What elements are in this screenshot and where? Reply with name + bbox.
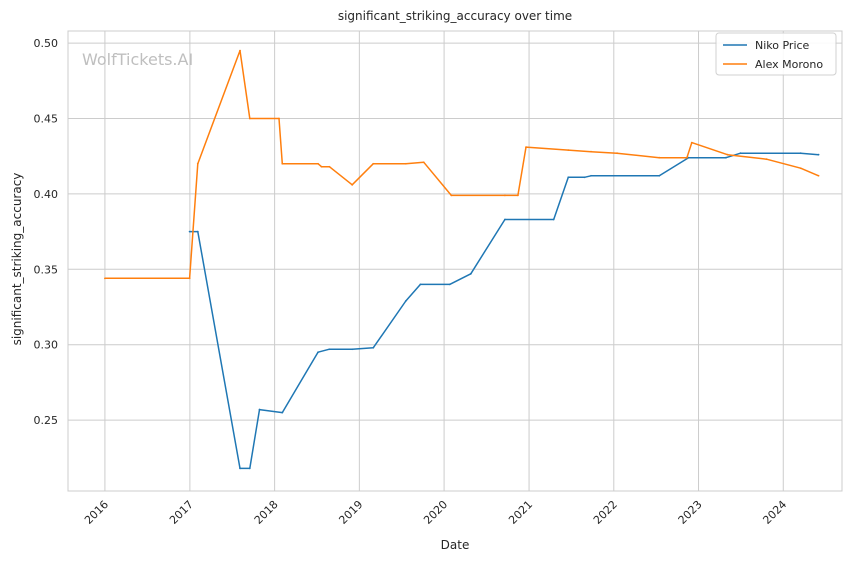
data-point-alex-morono — [351, 183, 354, 186]
data-point-niko-price — [725, 156, 727, 159]
y-tick-label: 0.40 — [34, 188, 59, 201]
data-point-alex-morono — [567, 149, 570, 152]
data-point-niko-price — [239, 467, 241, 470]
data-point-alex-morono — [196, 162, 199, 165]
y-tick-label: 0.50 — [34, 37, 59, 50]
x-tick-label: 2016 — [82, 498, 111, 527]
data-point-alex-morono — [726, 153, 729, 156]
data-point-niko-price — [351, 348, 354, 351]
data-point-alex-morono — [248, 117, 251, 120]
x-tick-label: 2024 — [760, 498, 789, 527]
data-point-alex-morono — [104, 277, 106, 280]
plot-area — [67, 30, 843, 492]
data-point-niko-price — [328, 348, 331, 351]
watermark: WolfTickets.AI — [82, 50, 193, 69]
data-point-alex-morono — [188, 277, 191, 280]
y-axis-label: significant_striking_accuracy — [10, 173, 24, 346]
data-point-alex-morono — [765, 158, 768, 161]
data-point-alex-morono — [590, 150, 592, 153]
data-point-niko-price — [188, 230, 191, 233]
data-point-niko-price — [799, 152, 802, 155]
y-tick-label: 0.30 — [34, 339, 59, 352]
x-tick-label: 2023 — [676, 498, 705, 527]
grid — [68, 31, 842, 491]
series-line-alex-morono — [104, 49, 819, 280]
legend: Niko Price Alex Morono — [715, 32, 837, 76]
y-axis-ticks: 0.25 0.30 0.35 0.40 0.45 0.50 — [34, 37, 59, 427]
data-point-niko-price — [590, 174, 592, 177]
data-point-niko-price — [469, 272, 472, 275]
data-point-alex-morono — [616, 152, 618, 155]
data-point-niko-price — [281, 411, 284, 414]
data-point-alex-morono — [317, 162, 319, 165]
y-tick-label: 0.35 — [34, 263, 59, 276]
data-point-niko-price — [658, 174, 661, 177]
legend-label-alex-morono: Alex Morono — [755, 58, 823, 71]
x-tick-label: 2019 — [336, 498, 365, 527]
data-point-alex-morono — [404, 162, 407, 165]
data-point-alex-morono — [450, 194, 453, 197]
data-point-alex-morono — [328, 165, 331, 168]
y-tick-label: 0.25 — [34, 414, 59, 427]
y-tick-label: 0.45 — [34, 112, 59, 125]
data-point-niko-price — [817, 153, 820, 156]
data-point-niko-price — [372, 346, 375, 349]
data-point-niko-price — [687, 156, 690, 159]
data-point-niko-price — [552, 218, 555, 221]
legend-label-niko-price: Niko Price — [755, 39, 810, 52]
data-point-alex-morono — [686, 156, 688, 159]
data-point-alex-morono — [817, 174, 820, 177]
data-point-niko-price — [258, 408, 261, 411]
data-point-alex-morono — [281, 162, 284, 165]
data-point-alex-morono — [690, 141, 693, 144]
data-point-niko-price — [583, 176, 586, 179]
data-point-alex-morono — [239, 49, 241, 52]
data-point-alex-morono — [525, 146, 527, 149]
data-point-niko-price — [739, 152, 742, 155]
x-tick-label: 2021 — [506, 498, 535, 527]
x-tick-label: 2017 — [167, 498, 196, 527]
data-point-alex-morono — [504, 194, 506, 197]
data-point-niko-price — [248, 467, 251, 470]
data-point-niko-price — [419, 283, 422, 286]
data-point-alex-morono — [320, 165, 323, 168]
x-tick-label: 2022 — [591, 498, 620, 527]
data-point-niko-price — [404, 300, 407, 302]
data-point-alex-morono — [517, 194, 519, 197]
data-point-alex-morono — [799, 167, 802, 170]
x-tick-label: 2018 — [252, 498, 281, 527]
data-point-niko-price — [448, 283, 451, 286]
x-tick-label: 2020 — [421, 498, 450, 527]
data-point-alex-morono — [372, 162, 375, 165]
data-point-niko-price — [317, 351, 319, 354]
data-point-alex-morono — [658, 156, 661, 159]
data-point-alex-morono — [278, 117, 280, 120]
data-point-niko-price — [196, 230, 199, 233]
data-point-alex-morono — [422, 161, 425, 164]
chart-title: significant_striking_accuracy over time — [338, 9, 572, 23]
series-layer — [104, 49, 820, 470]
x-axis-label: Date — [441, 538, 470, 552]
x-axis-ticks: 2016 2017 2018 2019 2020 2021 2022 2023 2024 — [82, 498, 789, 527]
data-point-niko-price — [567, 176, 570, 179]
data-point-niko-price — [504, 218, 506, 221]
